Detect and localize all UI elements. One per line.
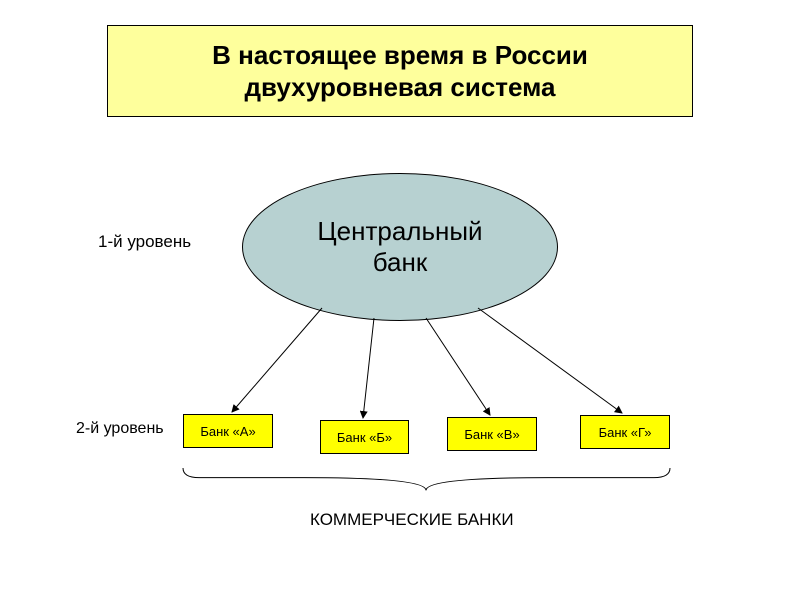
commercial-banks-label: КОММЕРЧЕСКИЕ БАНКИ [310,510,514,530]
bank-box-a: Банк «А» [183,414,273,448]
bank-label: Банк «Б» [337,430,392,445]
bank-label: Банк «В» [464,427,519,442]
bank-box-b: Банк «Б» [320,420,409,454]
level-1-label: 1-й уровень [98,232,191,252]
arrow-1 [363,318,374,418]
diagram-stage: В настоящее время в Россиидвухуровневая … [0,0,800,600]
title-box: В настоящее время в Россиидвухуровневая … [107,25,693,117]
arrow-3 [478,308,622,413]
level-2-label: 2-й уровень [76,420,164,438]
brace [183,468,670,490]
bank-label: Банк «Г» [599,425,652,440]
bank-box-v: Банк «В» [447,417,537,451]
title-text: В настоящее время в Россиидвухуровневая … [212,39,588,104]
bank-label: Банк «А» [200,424,255,439]
arrow-2 [426,318,490,415]
central-bank-ellipse: Центральныйбанк [242,173,558,321]
arrow-0 [232,308,322,412]
bank-box-g: Банк «Г» [580,415,670,449]
central-bank-label: Центральныйбанк [317,216,482,278]
